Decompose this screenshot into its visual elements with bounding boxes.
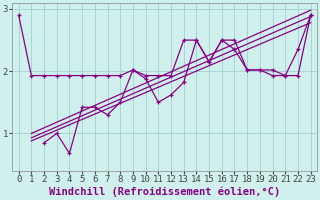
X-axis label: Windchill (Refroidissement éolien,°C): Windchill (Refroidissement éolien,°C): [49, 187, 280, 197]
